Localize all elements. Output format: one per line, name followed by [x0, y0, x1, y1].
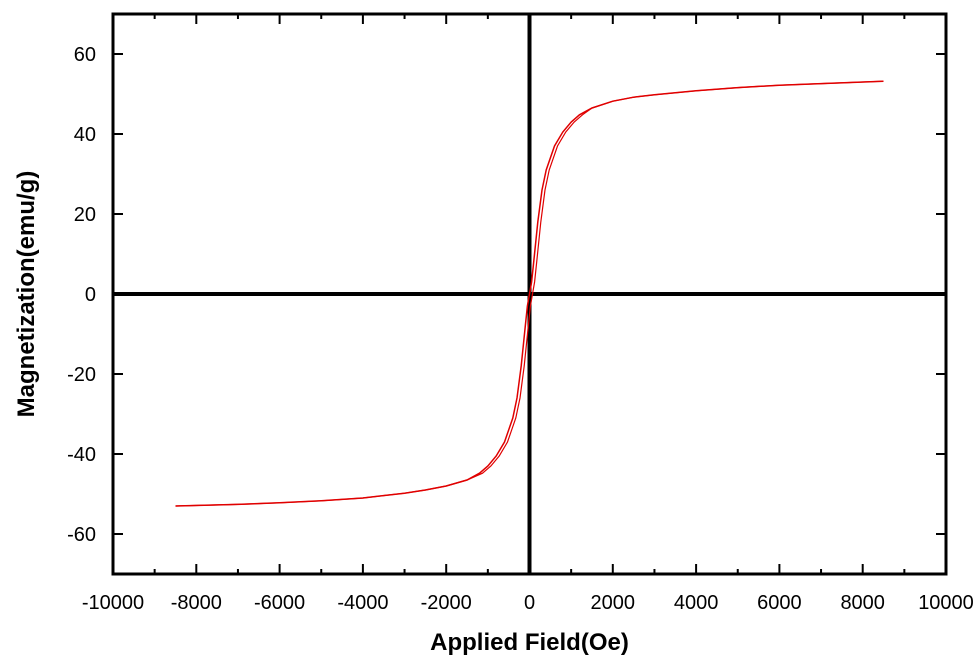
y-tick-label: 20: [74, 204, 96, 226]
x-tick-label: -2000: [421, 592, 472, 614]
y-tick-label: 0: [85, 284, 96, 306]
x-tick-labels: -10000 -8000 -6000 -4000 -2000 0 2000 4000 6000 8…: [82, 592, 974, 614]
x-tick-label: -4000: [337, 592, 388, 614]
x-tick-label: 4000: [674, 592, 719, 614]
x-tick-label: 8000: [840, 592, 885, 614]
x-tick-label: -6000: [254, 592, 305, 614]
series-group: [175, 80, 884, 507]
x-axis-title: Applied Field(Oe): [430, 629, 629, 656]
plot-frame: [111, 12, 948, 576]
y-tick-label: -20: [67, 364, 96, 386]
y-tick-label: 60: [74, 44, 96, 66]
x-tick-label: 0: [524, 592, 535, 614]
x-tick-label: -8000: [171, 592, 222, 614]
series-line-return: [175, 80, 884, 507]
y-tick-labels: -60 -40 -20 0 20 40 60: [67, 44, 96, 546]
x-tick-label: 10000: [918, 592, 974, 614]
y-tick-label: -40: [67, 444, 96, 466]
x-tick-label: -10000: [82, 592, 144, 614]
y-axis-title: Magnetization(emu/g): [13, 171, 40, 418]
y-tick-label: -60: [67, 524, 96, 546]
x-tick-label: 2000: [591, 592, 636, 614]
x-tick-label: 6000: [757, 592, 802, 614]
y-tick-label: 40: [74, 124, 96, 146]
